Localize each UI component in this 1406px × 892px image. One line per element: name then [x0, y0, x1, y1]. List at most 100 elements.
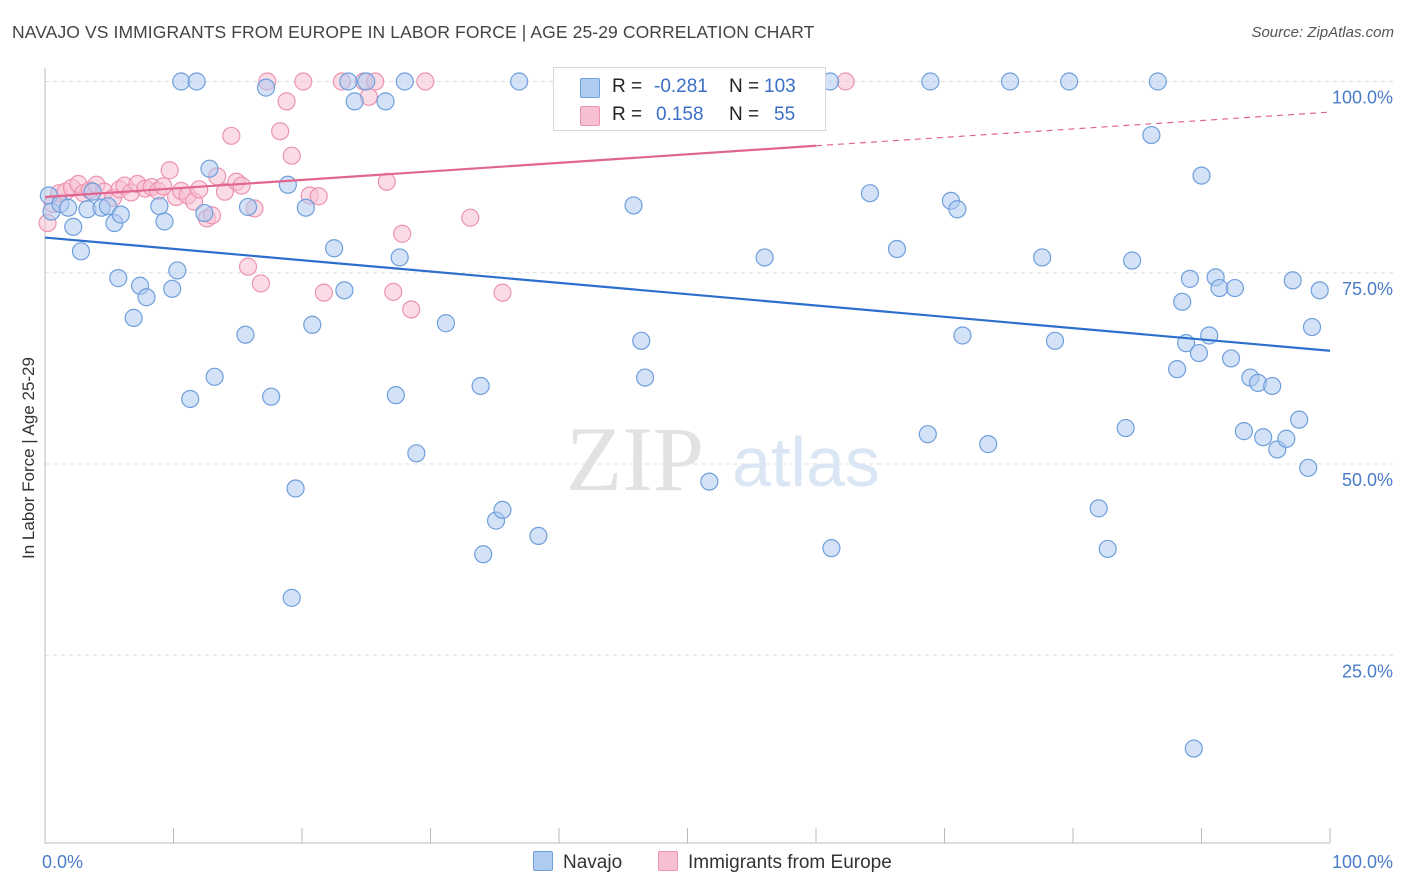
europe-n-value: 55 — [774, 104, 796, 125]
navajo-point — [1221, 349, 1241, 368]
navajo-point — [238, 197, 258, 217]
navajo-point — [1254, 428, 1273, 447]
europe-point — [384, 282, 403, 301]
bottom-legend-europe: Immigrants from Europe — [658, 851, 892, 874]
navajo-point — [1148, 72, 1167, 91]
navajo-point — [339, 72, 358, 91]
y-tick-label: 50.0% — [1342, 470, 1393, 490]
navajo-point — [1310, 281, 1329, 300]
navajo-point — [1180, 269, 1200, 288]
europe-point — [271, 122, 290, 141]
navajo-point — [155, 212, 174, 231]
navajo-point — [172, 72, 191, 91]
navajo-point — [163, 279, 182, 298]
navajo-point — [1123, 251, 1142, 270]
navajo-point — [1142, 125, 1161, 145]
navajo-point — [386, 386, 405, 405]
navajo-point — [407, 444, 426, 463]
navajo-point — [1210, 278, 1229, 298]
x-tick-label-max: 100.0% — [1332, 852, 1393, 872]
europe-point — [461, 208, 480, 227]
navajo-point — [335, 281, 354, 300]
navajo-point — [510, 72, 529, 91]
watermark-atlas: atlas — [732, 423, 880, 501]
correlation-legend: R = -0.281 N = 103 R = 0.158 N = 55 — [553, 67, 826, 131]
navajo-point — [1225, 278, 1245, 298]
navajo-point — [979, 435, 998, 454]
europe-point — [160, 161, 179, 180]
navajo-point — [150, 197, 169, 216]
navajo-r-label: R = — [612, 76, 643, 97]
chart-title: NAVAJO VS IMMIGRANTS FROM EUROPE IN LABO… — [12, 22, 815, 42]
navajo-point — [474, 545, 493, 564]
bottom-navajo-label: Navajo — [563, 852, 623, 873]
europe-point — [493, 283, 512, 302]
europe-point — [836, 72, 855, 91]
navajo-point — [887, 239, 907, 259]
europe-trend-extension — [815, 111, 1331, 147]
navajo-point — [1263, 376, 1282, 396]
navajo-n-label: N = — [729, 76, 760, 97]
navajo-point — [200, 159, 219, 178]
navajo-point — [168, 261, 187, 280]
navajo-point — [1060, 72, 1079, 91]
y-tick-label: 75.0% — [1342, 279, 1393, 299]
navajo-point — [1192, 166, 1211, 185]
navajo-point — [111, 205, 130, 224]
europe-point — [215, 182, 234, 201]
legend-row-europe: R = 0.158 N = 55 — [554, 102, 825, 128]
bottom-europe-swatch — [658, 851, 678, 871]
navajo-points — [39, 72, 1329, 758]
bottom-navajo-swatch — [533, 851, 553, 871]
europe-point — [232, 176, 251, 195]
trend-lines — [44, 111, 1331, 352]
europe-trend-line — [44, 144, 817, 199]
europe-point — [314, 283, 333, 302]
navajo-point — [635, 368, 655, 387]
navajo-point — [860, 184, 880, 203]
navajo-point — [1189, 343, 1209, 363]
y-tick-label: 25.0% — [1342, 661, 1393, 681]
navajo-point — [1033, 248, 1052, 267]
navajo-point — [357, 72, 376, 91]
navajo-point — [109, 269, 128, 288]
x-tick-labels: 0.0% 100.0% — [42, 852, 1393, 872]
navajo-point — [436, 314, 456, 333]
navajo-point — [1277, 429, 1296, 448]
y-tick-labels: 100.0% 75.0% 50.0% 25.0% — [1332, 88, 1393, 682]
europe-swatch — [580, 106, 600, 126]
navajo-point — [1045, 331, 1065, 350]
grid-lines — [45, 81, 1393, 656]
europe-point — [277, 92, 296, 111]
navajo-point — [1290, 410, 1309, 429]
navajo-point — [286, 479, 305, 498]
navajo-point — [624, 196, 643, 215]
navajo-n-value: 103 — [764, 76, 796, 97]
navajo-point — [1098, 539, 1117, 559]
navajo-point — [948, 200, 967, 219]
navajo-point — [98, 197, 118, 216]
europe-r-label: R = — [612, 104, 643, 125]
navajo-swatch — [580, 78, 600, 98]
navajo-point — [1116, 418, 1135, 438]
watermark: ZIP atlas — [566, 408, 880, 510]
navajo-point — [303, 315, 322, 334]
navajo-point — [1184, 739, 1203, 758]
bottom-europe-label: Immigrants from Europe — [688, 852, 892, 873]
navajo-point — [71, 242, 91, 261]
navajo-point — [236, 325, 255, 344]
navajo-point — [1167, 360, 1187, 379]
europe-point — [309, 187, 328, 206]
europe-point — [282, 146, 301, 165]
navajo-point — [529, 526, 548, 546]
navajo-point — [1000, 72, 1020, 91]
navajo-point — [181, 389, 200, 409]
navajo-point — [395, 72, 414, 91]
navajo-trend-line — [44, 236, 1331, 352]
navajo-point — [471, 376, 490, 396]
navajo-point — [187, 72, 206, 91]
navajo-point — [124, 308, 143, 327]
navajo-point — [755, 248, 774, 267]
navajo-point — [493, 500, 512, 519]
navajo-point — [1234, 422, 1254, 441]
